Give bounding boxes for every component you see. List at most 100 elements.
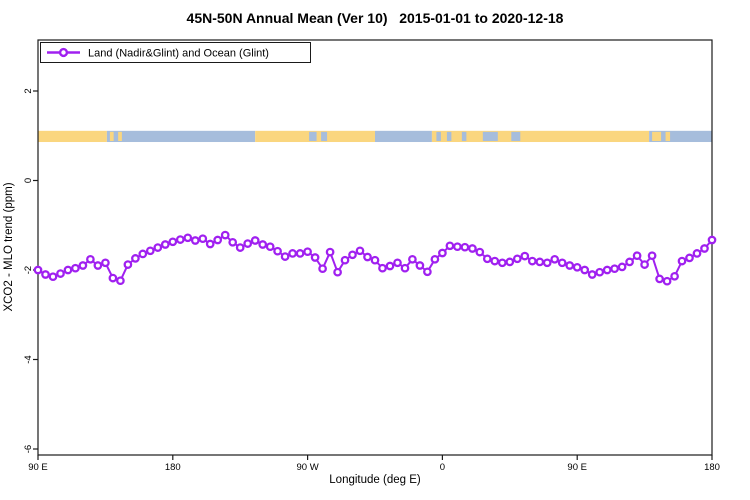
data-point xyxy=(505,257,515,267)
map-strip-patch-ocean xyxy=(461,131,467,142)
data-point xyxy=(41,270,50,279)
data-point xyxy=(490,256,500,266)
map-strip-segment-ocean xyxy=(106,130,256,143)
data-point xyxy=(168,237,178,247)
data-point xyxy=(145,246,155,256)
x-axis-ticks: 90 E 180 90 W 0 90 E 180 xyxy=(28,455,720,473)
map-strip-patch-ocean xyxy=(436,131,441,142)
data-point xyxy=(116,276,125,286)
data-point xyxy=(175,235,185,244)
data-series xyxy=(33,230,717,286)
legend-label: Land (Nadir&Glint) and Ocean (Glint) xyxy=(88,48,269,60)
data-point xyxy=(63,265,73,275)
data-point xyxy=(213,235,223,245)
data-point xyxy=(572,262,582,272)
data-point xyxy=(460,242,470,252)
data-point xyxy=(677,256,687,266)
y-axis-title: XCO2 - MLO trend (ppm) xyxy=(3,182,15,311)
data-point xyxy=(542,258,552,268)
data-point xyxy=(497,258,507,268)
data-point xyxy=(617,262,627,272)
data-point xyxy=(250,236,260,245)
data-point xyxy=(363,252,372,262)
map-strip-patch-ocean xyxy=(309,131,317,142)
map-strip-patch-ocean xyxy=(511,131,521,142)
data-point xyxy=(340,255,350,265)
data-point xyxy=(385,261,395,271)
data-point xyxy=(557,258,567,268)
data-point xyxy=(580,265,590,275)
data-point xyxy=(625,257,634,267)
data-point xyxy=(655,274,664,284)
map-strip-patch-ocean xyxy=(482,131,498,142)
data-point xyxy=(445,241,455,251)
map-strip-segment-land xyxy=(38,130,107,143)
data-point xyxy=(453,242,462,252)
data-point xyxy=(138,249,148,259)
data-point xyxy=(527,256,537,266)
data-point xyxy=(280,252,290,261)
data-point xyxy=(640,260,649,269)
data-point xyxy=(587,270,597,279)
map-strip xyxy=(38,130,712,143)
plot-box xyxy=(37,39,713,456)
map-strip-patch-land xyxy=(118,131,122,142)
legend-marker-icon xyxy=(58,47,69,58)
data-point xyxy=(707,235,717,245)
data-point xyxy=(333,267,342,277)
data-point xyxy=(700,244,709,253)
data-point xyxy=(325,247,335,257)
data-point xyxy=(86,254,95,264)
data-point xyxy=(228,237,238,247)
map-strip-patch-ocean xyxy=(321,131,328,142)
data-point xyxy=(33,265,43,275)
data-point xyxy=(610,264,619,274)
data-point xyxy=(468,244,477,253)
y-tick-label: -2 xyxy=(23,266,34,274)
data-point xyxy=(438,248,447,258)
data-point xyxy=(273,246,282,256)
data-point xyxy=(685,253,694,263)
data-point xyxy=(512,254,522,264)
data-point xyxy=(400,263,410,273)
data-point xyxy=(318,264,327,274)
y-tick-label: -4 xyxy=(23,355,34,363)
data-point xyxy=(153,243,163,252)
data-point xyxy=(235,243,245,252)
data-point xyxy=(108,273,118,283)
data-point xyxy=(310,253,320,262)
data-point xyxy=(662,276,672,286)
data-point xyxy=(160,240,170,249)
data-point xyxy=(355,246,365,256)
data-point xyxy=(482,254,492,264)
data-point xyxy=(535,257,545,267)
y-tick-label: 0 xyxy=(23,178,34,183)
legend: Land (Nadir&Glint) and Ocean (Glint) xyxy=(40,42,311,63)
map-strip-segment-ocean xyxy=(375,130,432,143)
y-tick-label: 2 xyxy=(23,88,34,93)
map-strip-segment-ocean xyxy=(649,130,712,143)
data-point xyxy=(550,254,560,264)
data-point xyxy=(632,251,642,261)
data-point xyxy=(183,233,193,243)
data-point xyxy=(205,239,215,249)
data-point xyxy=(595,267,605,277)
data-point xyxy=(71,263,80,273)
data-point xyxy=(258,240,268,249)
data-point xyxy=(93,261,103,270)
x-tick-label: 180 xyxy=(704,462,720,473)
data-point xyxy=(78,261,88,270)
x-tick-label: 0 xyxy=(440,462,445,473)
x-tick-label: 180 xyxy=(165,462,181,473)
data-point xyxy=(243,239,253,248)
data-point xyxy=(415,261,425,270)
data-point xyxy=(131,254,140,263)
data-point xyxy=(265,242,275,252)
data-point xyxy=(520,251,530,261)
legend-box xyxy=(40,42,311,63)
y-tick-label: -6 xyxy=(23,445,34,453)
map-strip-patch-land xyxy=(109,131,114,142)
data-point xyxy=(190,236,200,245)
map-strip-patch-land xyxy=(652,131,662,142)
